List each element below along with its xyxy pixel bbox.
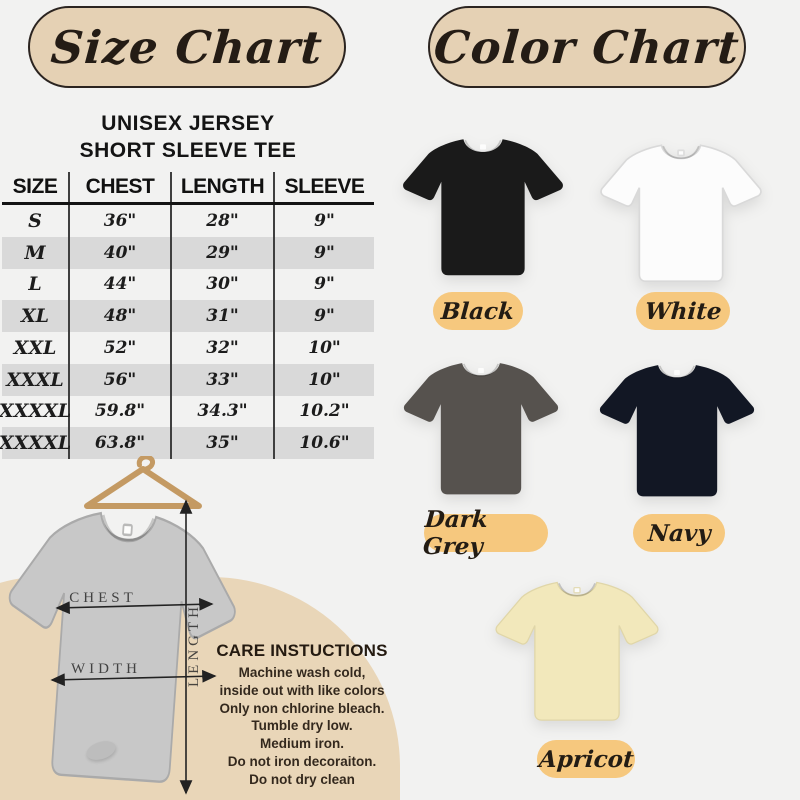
length-arrow-label: LENGTH [186, 603, 202, 687]
tshirt-apricot [495, 581, 659, 721]
subtitle-line-2: SHORT SLEEVE TEE [79, 138, 297, 162]
color-label-text: Dark Grey [422, 506, 489, 560]
cell-length: 33" [172, 363, 275, 396]
size-chart-banner: Size Chart [28, 6, 346, 88]
table-row: XL 48" 31" 9" [2, 300, 374, 332]
cell-sleeve: 9" [314, 210, 335, 231]
column-header-length: LENGTH [172, 172, 275, 202]
tshirt-black [402, 138, 564, 277]
cell-length: 31" [172, 300, 275, 332]
care-line: Machine wash cold, [238, 665, 366, 680]
cell-size: L [2, 268, 70, 301]
size-table-header-row: SIZE CHEST LENGTH SLEEVE [2, 172, 374, 205]
care-line: Do not iron decoraiton. [227, 754, 377, 770]
cell-sleeve: 9" [314, 242, 335, 263]
cell-size: M [2, 236, 70, 269]
cell-sleeve: 10.6" [299, 433, 350, 454]
table-row: XXXL 56" 33" 10" [2, 363, 374, 396]
tshirt-white [600, 144, 762, 283]
cell-length: 29" [172, 236, 275, 269]
color-label-dark-grey: Dark Grey [422, 506, 548, 560]
cell-size: XXXL [2, 363, 70, 396]
cell-sleeve: 10" [308, 369, 341, 390]
column-header-sleeve: SLEEVE [284, 175, 365, 198]
subtitle-line-1: UNISEX JERSEY [101, 112, 275, 135]
color-label-apricot: Apricot [537, 740, 635, 778]
cell-chest: 40" [70, 236, 172, 269]
color-label-text: Navy [646, 519, 712, 547]
color-label-black: Black [433, 292, 523, 330]
cell-length: 34.3" [172, 395, 275, 428]
size-chart-title: Size Chart [49, 20, 325, 74]
cell-size: XL [2, 300, 70, 332]
care-line: Do not dry clean [249, 771, 355, 787]
care-line: Tumble dry low. [251, 718, 353, 734]
cell-size: S [2, 205, 70, 237]
table-row: S 36" 28" 9" [2, 205, 374, 237]
color-label-text: Black [440, 297, 516, 325]
cell-chest: 44" [70, 268, 172, 301]
cell-sleeve: 10.2" [299, 401, 350, 422]
product-subtitle: UNISEX JERSEY SHORT SLEEVE TEE [8, 111, 368, 165]
cell-length: 32" [172, 332, 275, 364]
color-label-text: Apricot [537, 745, 635, 773]
table-row: M 40" 29" 9" [2, 236, 374, 269]
cell-sleeve: 9" [314, 274, 335, 295]
care-heading: CARE INSTUCTIONS [216, 641, 388, 660]
table-row: XXXXL 59.8" 34.3" 10.2" [0, 395, 374, 428]
column-header-chest: CHEST [70, 172, 172, 202]
color-label-text: White [643, 297, 723, 325]
cell-chest: 63.8" [70, 427, 172, 459]
cell-chest: 48" [70, 300, 172, 332]
table-row: XXXXL 63.8" 35" 10.6" [0, 427, 374, 459]
care-line: Only non chlorine bleach. [219, 700, 385, 716]
cell-sleeve: 10" [308, 337, 341, 358]
color-chart-banner: Color Chart [428, 6, 746, 88]
tshirt-navy [599, 364, 755, 498]
cell-size: XXL [2, 332, 70, 364]
cell-length: 35" [172, 427, 275, 459]
cell-size: XXXXL [0, 427, 71, 459]
cell-chest: 52" [70, 332, 172, 364]
hanger-icon [84, 456, 202, 509]
chest-arrow-label: CHEST [69, 590, 137, 606]
color-chart-title: Color Chart [432, 20, 742, 74]
cell-size: XXXXL [0, 395, 71, 428]
width-arrow-label: WIDTH [71, 661, 141, 677]
cell-chest: 59.8" [70, 395, 172, 428]
cell-length: 28" [172, 205, 275, 237]
measurement-arrows: CHEST WIDTH LENGTH [50, 499, 217, 795]
cell-chest: 36" [70, 205, 172, 237]
care-instructions: CARE INSTUCTIONS Machine wash cold, insi… [208, 641, 396, 789]
cell-chest: 56" [70, 363, 172, 396]
table-row: XXL 52" 32" 10" [2, 332, 374, 364]
column-header-size: SIZE [2, 172, 70, 202]
cell-length: 30" [172, 268, 275, 301]
table-row: L 44" 30" 9" [2, 268, 374, 301]
cell-sleeve: 9" [314, 306, 335, 327]
size-table: SIZE CHEST LENGTH SLEEVE S 36" 28" 9" M … [0, 172, 374, 459]
care-line: inside out with like colors [219, 682, 385, 698]
tshirt-dark-grey [403, 362, 559, 496]
care-line: Medium iron. [260, 736, 344, 752]
color-label-white: White [636, 292, 730, 330]
color-label-navy: Navy [633, 514, 725, 552]
